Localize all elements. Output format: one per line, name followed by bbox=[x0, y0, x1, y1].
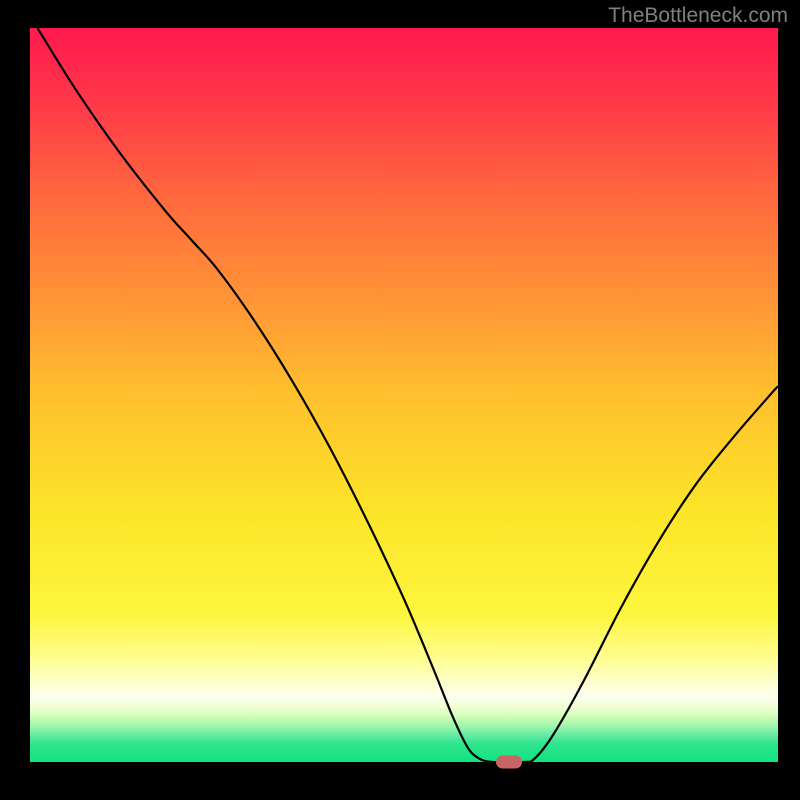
chart-plot-area bbox=[30, 28, 778, 762]
chart-curve bbox=[30, 28, 778, 762]
optimum-marker bbox=[496, 756, 522, 769]
watermark-text: TheBottleneck.com bbox=[608, 4, 788, 28]
